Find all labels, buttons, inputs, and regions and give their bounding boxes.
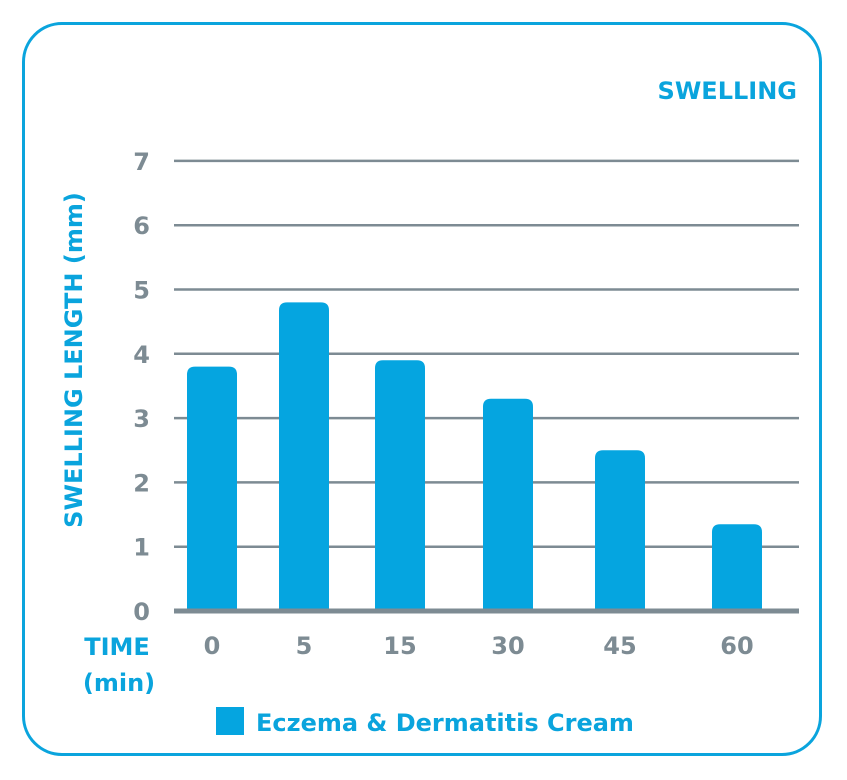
y-tick-label: 7 [133, 148, 150, 176]
y-tick-label: 0 [133, 598, 150, 626]
y-tick-label: 3 [133, 405, 150, 433]
legend-swatch [216, 707, 244, 735]
bar-30 [483, 398, 533, 609]
chart-frame [22, 22, 822, 756]
x-tick-label: 5 [296, 632, 313, 660]
x-tick-label: 45 [603, 632, 636, 660]
x-tick-label: 30 [491, 632, 524, 660]
y-tick-label: 4 [133, 341, 150, 369]
chart-title: SWELLING [658, 77, 797, 105]
y-tick-label: 6 [133, 212, 150, 240]
bar-60 [712, 524, 762, 609]
x-tick-label: 0 [204, 632, 221, 660]
y-axis-label: SWELLING LENGTH (mm) [60, 192, 88, 528]
bar-45 [595, 450, 645, 609]
bar-15 [375, 360, 425, 609]
legend-label: Eczema & Dermatitis Cream [256, 709, 634, 737]
y-tick-label: 2 [133, 469, 150, 497]
x-tick-label: 15 [383, 632, 416, 660]
x-axis-label: TIME [84, 633, 150, 661]
y-tick-label: 1 [133, 534, 150, 562]
bar-5 [279, 302, 329, 609]
bar-0 [187, 366, 237, 609]
x-tick-label: 60 [720, 632, 753, 660]
y-tick-label: 5 [133, 277, 150, 305]
x-axis-unit: (min) [83, 669, 155, 697]
